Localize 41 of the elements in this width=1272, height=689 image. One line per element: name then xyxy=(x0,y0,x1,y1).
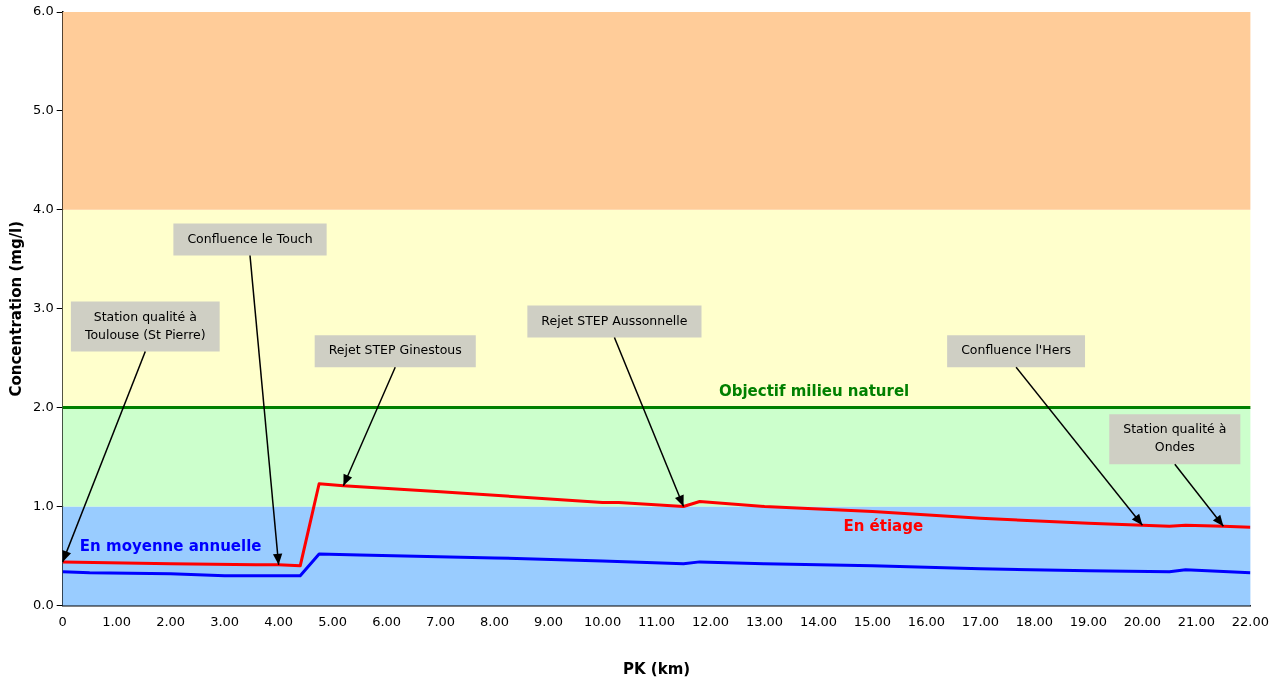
y-tick-label: 4.0 xyxy=(32,201,54,217)
x-tick-label: 15.00 xyxy=(853,613,892,629)
x-tick-label: 17.00 xyxy=(961,613,1000,629)
x-tick-label: 0 xyxy=(58,613,67,629)
y-tick-label: 3.0 xyxy=(32,300,54,316)
x-tick-label: 5.00 xyxy=(318,613,348,629)
x-tick-label: 1.00 xyxy=(102,613,132,629)
y-tick-label: 0.0 xyxy=(32,596,54,612)
x-tick-label: 2.00 xyxy=(156,613,186,629)
annotation: Confluence l'Hers xyxy=(961,342,1072,358)
x-tick-label: 11.00 xyxy=(637,613,676,629)
x-tick-label: 3.00 xyxy=(210,613,240,629)
x-tick-label: 8.00 xyxy=(480,613,510,629)
y-axis-title: Concentration (mg/l) xyxy=(6,220,25,397)
series-label: En moyenne annuelle xyxy=(79,537,262,556)
annotation: Rejet STEP Aussonnelle xyxy=(541,312,688,328)
annotation: Station qualité à Ondes xyxy=(1123,421,1227,455)
x-tick-label: 21.00 xyxy=(1177,613,1216,629)
x-tick-label: 22.00 xyxy=(1231,613,1269,629)
x-tick-label: 7.00 xyxy=(426,613,456,629)
annotation: Rejet STEP Ginestous xyxy=(328,342,462,358)
annotation: Station qualité à Toulouse (St Pierre) xyxy=(83,308,206,342)
x-tick-label: 4.00 xyxy=(264,613,294,629)
x-axis-title: PK (km) xyxy=(622,659,691,678)
x-tick-label: 12.00 xyxy=(691,613,730,629)
annotation: Confluence le Touch xyxy=(187,230,313,246)
x-tick-label: 14.00 xyxy=(799,613,838,629)
x-tick-label: 13.00 xyxy=(745,613,784,629)
x-tick-label: 6.00 xyxy=(372,613,402,629)
y-tick-label: 6.0 xyxy=(32,3,54,19)
x-tick-label: 9.00 xyxy=(534,613,564,629)
series-label: En étiage xyxy=(843,517,924,536)
x-tick-label: 10.00 xyxy=(583,613,622,629)
x-tick-label: 19.00 xyxy=(1069,613,1108,629)
y-tick-label: 5.0 xyxy=(32,102,54,118)
y-tick-label: 2.0 xyxy=(32,398,54,414)
x-tick-label: 18.00 xyxy=(1015,613,1054,629)
ref-line-label: Objectif milieu naturel xyxy=(718,381,910,400)
y-tick-label: 1.0 xyxy=(32,497,54,513)
x-tick-label: 16.00 xyxy=(907,613,946,629)
x-tick-label: 20.00 xyxy=(1123,613,1162,629)
